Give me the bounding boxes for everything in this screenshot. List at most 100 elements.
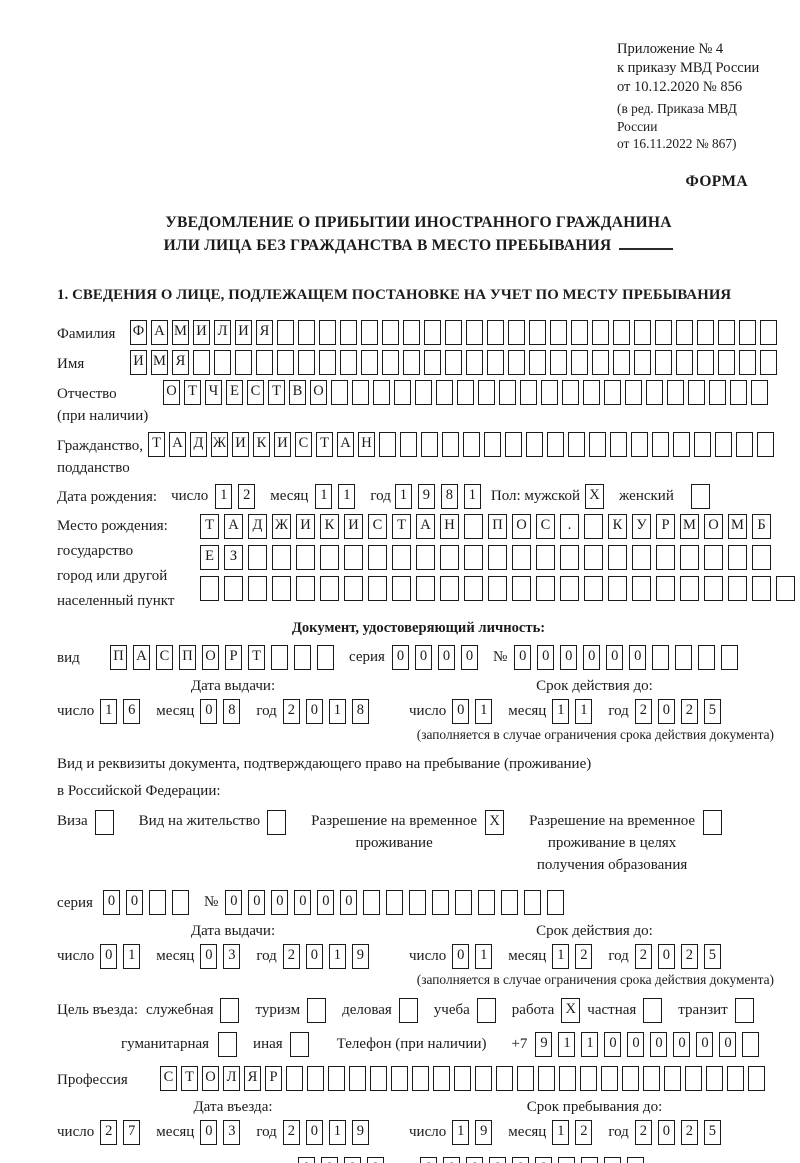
char-box[interactable] [272, 576, 291, 602]
char-box[interactable]: Е [226, 380, 243, 406]
char-box[interactable] [676, 350, 693, 376]
char-box[interactable] [478, 890, 496, 916]
char-box[interactable] [424, 320, 441, 346]
char-box[interactable]: 0 [452, 699, 470, 725]
char-box[interactable]: 0 [103, 890, 120, 916]
char-box[interactable]: 0 [560, 645, 578, 671]
char-box[interactable] [739, 350, 756, 376]
char-box[interactable] [571, 350, 588, 376]
char-box[interactable]: 9 [417, 484, 435, 510]
char-box[interactable]: Т [392, 514, 411, 540]
char-box[interactable]: 1 [328, 699, 346, 725]
char-box[interactable]: О [704, 514, 723, 540]
char-box[interactable] [382, 320, 399, 346]
char-box[interactable] [643, 1066, 660, 1092]
char-box[interactable] [505, 432, 522, 458]
char-box[interactable]: Д [248, 514, 267, 540]
char-box[interactable]: 0 [305, 699, 323, 725]
char-box[interactable]: Н [358, 432, 375, 458]
char-box[interactable] [715, 432, 732, 458]
char-box[interactable] [675, 645, 693, 671]
char-box[interactable] [298, 350, 315, 376]
char-box[interactable]: 2 [575, 1120, 593, 1146]
char-box[interactable] [757, 432, 774, 458]
char-box[interactable]: 0 [583, 645, 601, 671]
char-box[interactable] [484, 432, 501, 458]
char-box[interactable] [560, 576, 579, 602]
char-box[interactable] [625, 380, 642, 406]
char-box[interactable]: 1 [581, 1032, 599, 1058]
char-box[interactable] [698, 645, 716, 671]
char-box[interactable] [559, 1066, 576, 1092]
char-box[interactable] [445, 350, 462, 376]
char-box[interactable]: В [289, 380, 306, 406]
char-box[interactable]: Р [656, 514, 675, 540]
char-box[interactable]: Е [200, 545, 219, 571]
char-box[interactable]: 2 [634, 944, 652, 970]
char-box[interactable]: 0 [248, 890, 266, 916]
char-box[interactable]: О [512, 514, 531, 540]
char-box[interactable] [589, 432, 606, 458]
char-box[interactable] [391, 1066, 408, 1092]
char-box[interactable]: П [488, 514, 507, 540]
char-box[interactable] [328, 1066, 345, 1092]
char-box[interactable]: Т [316, 432, 333, 458]
char-box[interactable]: 0 [200, 944, 218, 970]
char-box[interactable] [676, 320, 693, 346]
char-box[interactable] [193, 350, 210, 376]
char-box[interactable] [442, 432, 459, 458]
char-box[interactable] [646, 380, 663, 406]
char-box[interactable]: 1 [558, 1032, 576, 1058]
char-box[interactable] [398, 998, 418, 1024]
char-box[interactable]: 0 [200, 699, 218, 725]
char-box[interactable]: 0 [460, 645, 478, 671]
char-box[interactable] [286, 1066, 303, 1092]
char-box[interactable] [632, 545, 651, 571]
char-box[interactable]: 0 [126, 890, 143, 916]
char-box[interactable] [340, 320, 357, 346]
char-box[interactable]: К [608, 514, 627, 540]
char-box[interactable] [517, 1066, 534, 1092]
char-box[interactable]: 0 [437, 645, 455, 671]
char-box[interactable]: 1 [123, 944, 141, 970]
char-box[interactable]: 0 [317, 890, 335, 916]
char-box[interactable]: Т [268, 380, 285, 406]
char-box[interactable] [392, 576, 411, 602]
char-box[interactable]: 1 [552, 1120, 570, 1146]
char-box[interactable]: 0 [294, 890, 312, 916]
char-box[interactable]: 1 [452, 1120, 470, 1146]
char-box[interactable] [718, 320, 735, 346]
char-box[interactable] [631, 432, 648, 458]
char-box[interactable] [752, 576, 771, 602]
char-box[interactable] [464, 576, 483, 602]
char-box[interactable] [634, 350, 651, 376]
char-box[interactable]: Т [200, 514, 219, 540]
char-box[interactable] [547, 432, 564, 458]
char-box[interactable] [488, 545, 507, 571]
char-box[interactable] [584, 545, 603, 571]
char-box[interactable] [488, 576, 507, 602]
char-box[interactable] [379, 432, 396, 458]
char-box[interactable]: 0 [391, 645, 409, 671]
char-box[interactable] [454, 1066, 471, 1092]
char-box[interactable] [214, 350, 231, 376]
char-box[interactable] [728, 545, 747, 571]
char-box[interactable] [734, 998, 754, 1024]
char-box[interactable] [601, 1066, 618, 1092]
char-box[interactable] [656, 576, 675, 602]
char-box[interactable] [368, 576, 387, 602]
char-box[interactable]: С [295, 432, 312, 458]
char-box[interactable] [584, 514, 603, 540]
char-box[interactable]: 6 [123, 699, 141, 725]
char-box[interactable]: 2 [282, 944, 300, 970]
char-box[interactable]: А [416, 514, 435, 540]
char-box[interactable]: 5 [703, 699, 721, 725]
char-box[interactable]: М [680, 514, 699, 540]
char-box[interactable] [627, 1157, 645, 1163]
char-box[interactable]: О [163, 380, 180, 406]
char-box[interactable] [730, 380, 747, 406]
char-box[interactable]: Т [148, 432, 165, 458]
char-box[interactable] [363, 890, 381, 916]
char-box[interactable] [776, 576, 795, 602]
char-box[interactable]: 0 [466, 1157, 484, 1163]
